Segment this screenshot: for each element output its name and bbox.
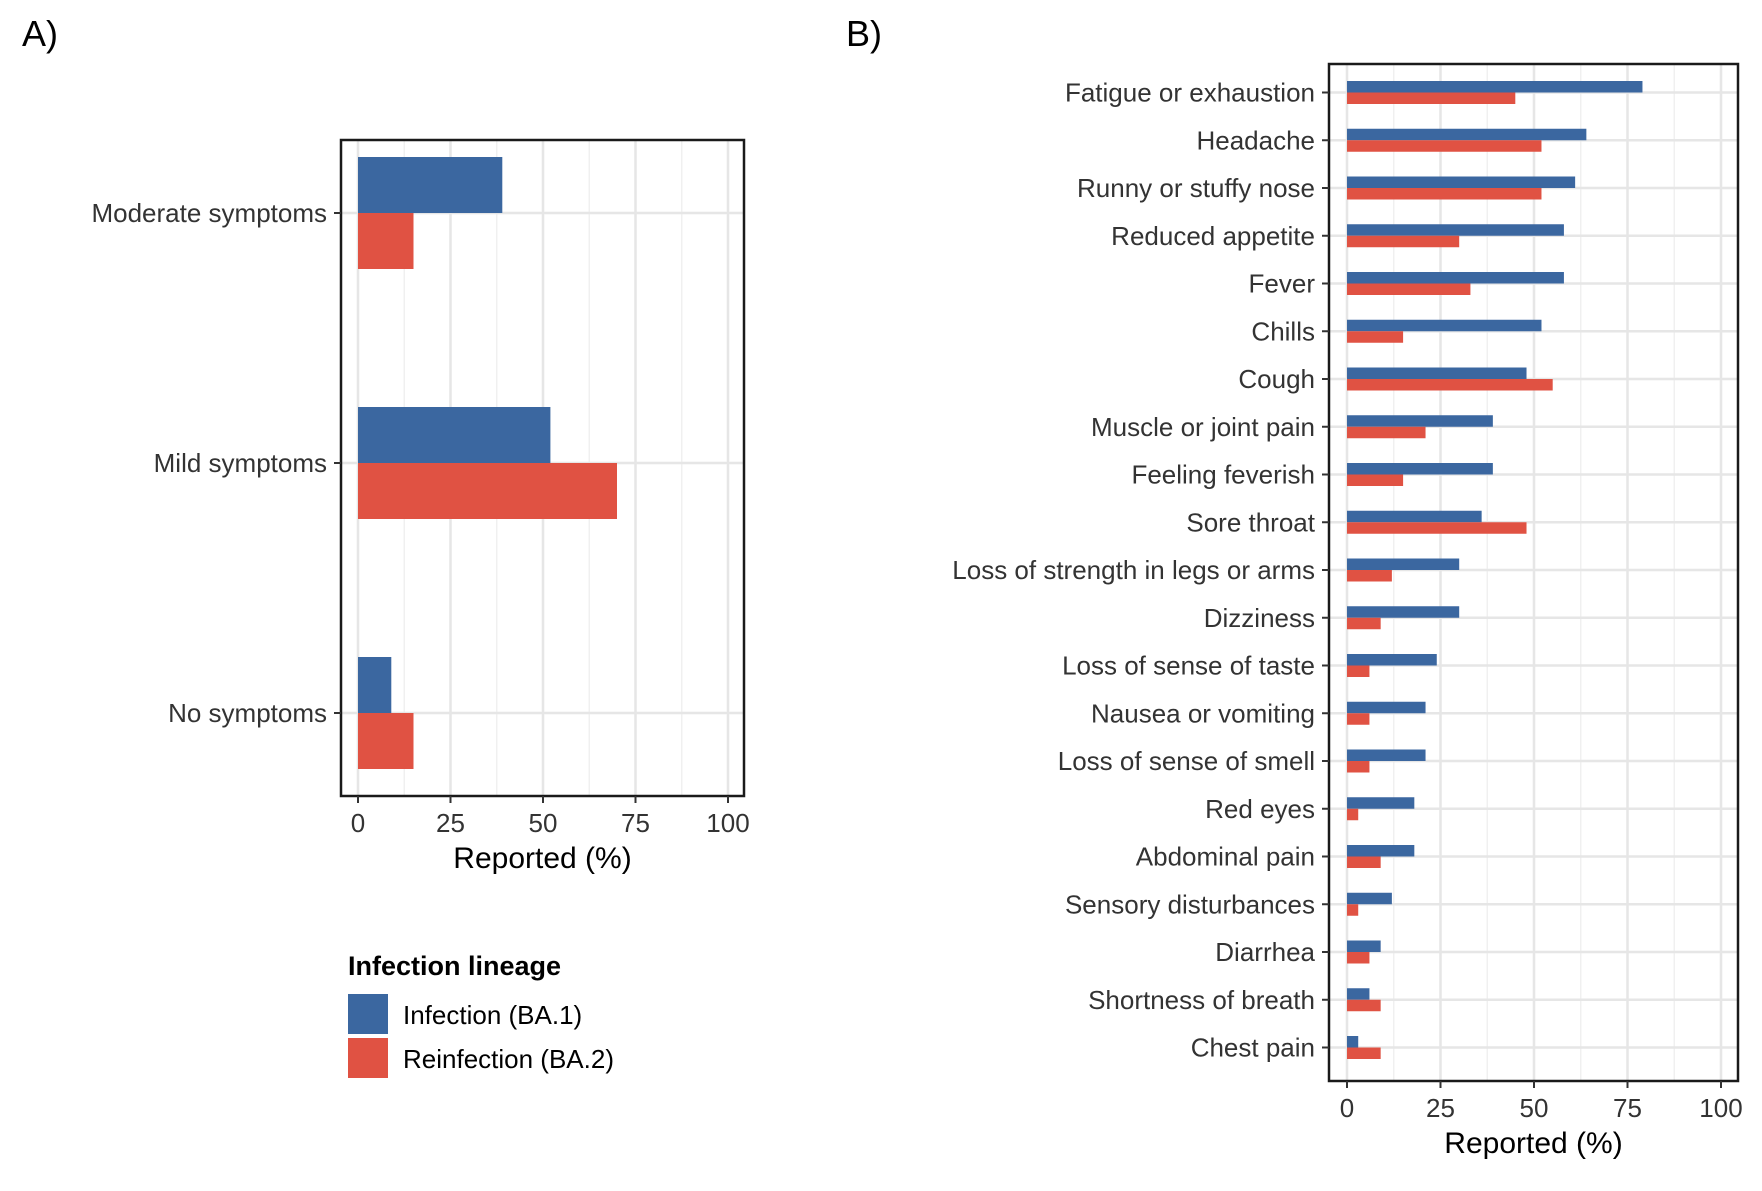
bar-infection-ba-1-abdominal-pain <box>1347 845 1415 857</box>
bar-reinfection-ba-2-dizziness <box>1347 617 1381 630</box>
bar-reinfection-ba-2-abdominal-pain <box>1347 856 1381 868</box>
bar-infection-ba-1-shortness-of-breath <box>1347 988 1370 1000</box>
x-tick-label: 50 <box>1520 1093 1549 1123</box>
bar-reinfection-ba-2-muscle-or-joint-pain <box>1347 426 1426 439</box>
legend-label-reinfection: Reinfection (BA.2) <box>403 1044 614 1074</box>
y-tick-label-sensory-disturbances: Sensory disturbances <box>1065 889 1315 919</box>
bar-infection-ba-1-muscle-or-joint-pain <box>1347 415 1493 427</box>
bar-reinfection-ba-2-fever <box>1347 283 1471 295</box>
bar-infection-ba-1-chills <box>1347 319 1542 332</box>
bar-reinfection-ba-2-loss-of-strength-in-legs-or-arms <box>1347 570 1392 582</box>
bar-infection-ba-1-reduced-appetite <box>1347 224 1564 236</box>
x-tick-label: 25 <box>1426 1093 1455 1123</box>
y-tick-label-mild-symptoms: Mild symptoms <box>154 448 327 478</box>
bar-reinfection-ba-2-nausea-or-vomiting <box>1347 713 1370 725</box>
legend-title: Infection lineage <box>348 951 561 981</box>
legend-swatch-infection <box>348 994 388 1034</box>
bar-reinfection-ba-2-no-symptoms <box>358 713 414 769</box>
bar-reinfection-ba-2-diarrhea <box>1347 952 1370 964</box>
x-tick-label: 75 <box>621 808 650 838</box>
bar-infection-ba-1-loss-of-sense-of-taste <box>1347 654 1437 666</box>
bar-infection-ba-1-nausea-or-vomiting <box>1347 701 1426 714</box>
bar-infection-ba-1-sensory-disturbances <box>1347 892 1392 905</box>
y-tick-label-chills: Chills <box>1251 316 1315 346</box>
x-tick-label: 50 <box>529 808 558 838</box>
y-tick-label-fever: Fever <box>1249 269 1316 299</box>
y-tick-label-loss-of-strength-in-legs-or-arms: Loss of strength in legs or arms <box>952 555 1315 585</box>
bar-infection-ba-1-fever <box>1347 272 1564 284</box>
bar-reinfection-ba-2-shortness-of-breath <box>1347 999 1381 1012</box>
bar-reinfection-ba-2-red-eyes <box>1347 808 1359 821</box>
bar-infection-ba-1-red-eyes <box>1347 797 1415 809</box>
bar-reinfection-ba-2-sore-throat <box>1347 522 1527 534</box>
x-tick-label: 0 <box>351 808 365 838</box>
y-tick-label-abdominal-pain: Abdominal pain <box>1136 842 1315 872</box>
panel-a-label: A) <box>22 13 58 54</box>
bar-reinfection-ba-2-feeling-feverish <box>1347 474 1404 486</box>
bar-reinfection-ba-2-mild-symptoms <box>358 463 617 519</box>
bar-infection-ba-1-no-symptoms <box>358 657 392 713</box>
chart-a: Moderate symptoms Mild symptoms No symptom… <box>91 138 750 875</box>
y-tick-label-loss-of-sense-of-taste: Loss of sense of taste <box>1062 651 1315 681</box>
x-tick-label: 0 <box>1340 1093 1354 1123</box>
x-tick-label: 100 <box>706 808 749 838</box>
bar-reinfection-ba-2-cough <box>1347 379 1553 391</box>
y-tick-label-chest-pain: Chest pain <box>1191 1033 1315 1063</box>
y-tick-label-runny-or-stuffy-nose: Runny or stuffy nose <box>1077 173 1315 203</box>
bar-infection-ba-1-mild-symptoms <box>358 407 551 463</box>
bar-reinfection-ba-2-loss-of-sense-of-taste <box>1347 665 1370 677</box>
y-tick-label-red-eyes: Red eyes <box>1205 794 1315 824</box>
y-tick-label-fatigue-or-exhaustion: Fatigue or exhaustion <box>1065 78 1315 108</box>
bar-infection-ba-1-headache <box>1347 128 1587 141</box>
bar-reinfection-ba-2-reduced-appetite <box>1347 235 1460 248</box>
bar-reinfection-ba-2-chills <box>1347 331 1404 343</box>
y-tick-label-diarrhea: Diarrhea <box>1215 937 1315 967</box>
chart-b: Fatigue or exhaustion Headache Runny or st… <box>952 62 1743 1160</box>
legend: Infection lineage Infection (BA.1) Reinf… <box>348 951 614 1078</box>
bar-reinfection-ba-2-loss-of-sense-of-smell <box>1347 761 1370 773</box>
y-tick-label-muscle-or-joint-pain: Muscle or joint pain <box>1091 412 1315 442</box>
bar-reinfection-ba-2-sensory-disturbances <box>1347 904 1359 916</box>
legend-swatch-reinfection <box>348 1038 388 1078</box>
bar-infection-ba-1-runny-or-stuffy-nose <box>1347 176 1576 188</box>
bar-infection-ba-1-dizziness <box>1347 606 1460 618</box>
x-tick-label: 100 <box>1699 1093 1742 1123</box>
bar-infection-ba-1-loss-of-sense-of-smell <box>1347 749 1426 761</box>
bar-reinfection-ba-2-runny-or-stuffy-nose <box>1347 188 1542 200</box>
y-tick-label-loss-of-sense-of-smell: Loss of sense of smell <box>1058 746 1315 776</box>
bar-reinfection-ba-2-chest-pain <box>1347 1047 1381 1059</box>
y-tick-label-headache: Headache <box>1196 125 1315 155</box>
bar-reinfection-ba-2-headache <box>1347 140 1542 152</box>
panel-b-label: B) <box>846 13 882 54</box>
y-tick-label-feeling-feverish: Feeling feverish <box>1131 460 1315 490</box>
bar-reinfection-ba-2-fatigue-or-exhaustion <box>1347 92 1516 104</box>
y-tick-label-cough: Cough <box>1238 364 1315 394</box>
bar-reinfection-ba-2-moderate-symptoms <box>358 213 414 269</box>
bar-infection-ba-1-feeling-feverish <box>1347 463 1493 475</box>
x-axis-title: Reported (%) <box>453 842 631 875</box>
legend-label-infection: Infection (BA.1) <box>403 1000 582 1030</box>
y-tick-label-nausea-or-vomiting: Nausea or vomiting <box>1091 698 1315 728</box>
x-tick-label: 75 <box>1613 1093 1642 1123</box>
bar-infection-ba-1-loss-of-strength-in-legs-or-arms <box>1347 558 1460 570</box>
y-tick-label-dizziness: Dizziness <box>1204 603 1315 633</box>
bar-infection-ba-1-sore-throat <box>1347 510 1482 523</box>
bar-infection-ba-1-cough <box>1347 367 1527 379</box>
y-tick-label-reduced-appetite: Reduced appetite <box>1111 221 1315 251</box>
y-tick-label-shortness-of-breath: Shortness of breath <box>1088 985 1315 1015</box>
y-tick-label-sore-throat: Sore throat <box>1186 507 1315 537</box>
bar-infection-ba-1-chest-pain <box>1347 1036 1359 1048</box>
bar-infection-ba-1-fatigue-or-exhaustion <box>1347 81 1643 93</box>
x-tick-label: 25 <box>436 808 465 838</box>
bar-infection-ba-1-diarrhea <box>1347 940 1381 952</box>
y-tick-label-moderate-symptoms: Moderate symptoms <box>91 198 327 228</box>
x-axis-title: Reported (%) <box>1444 1127 1622 1160</box>
bar-infection-ba-1-moderate-symptoms <box>358 157 503 213</box>
y-tick-label-no-symptoms: No symptoms <box>168 698 327 728</box>
